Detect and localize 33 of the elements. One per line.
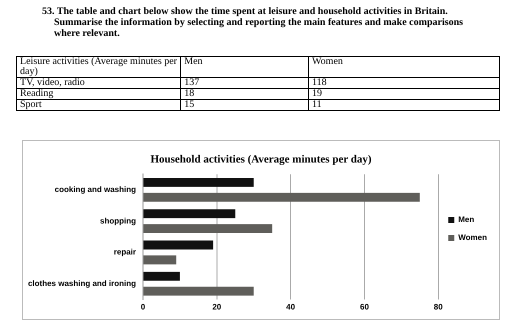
legend-label: Women xyxy=(458,233,488,242)
bar xyxy=(144,272,180,281)
legend-label: Men xyxy=(458,215,474,224)
y-tick-label: shopping xyxy=(100,216,136,226)
data-label: 19 xyxy=(308,88,500,100)
bar xyxy=(144,255,176,264)
text: Women xyxy=(308,56,500,78)
data-label: 118 xyxy=(308,77,500,88)
text: Men xyxy=(180,56,309,78)
category-label: TV, video, radio xyxy=(16,77,181,88)
x-tick-label: 40 xyxy=(286,302,296,312)
bar xyxy=(144,224,272,234)
y-tick-label: cooking and washing xyxy=(54,185,136,194)
data-label: 11 xyxy=(308,99,500,110)
bar xyxy=(144,240,214,250)
text: 53. The table and chart below show the time spent at leisure and household activities in Britain. Summarise the information by selecting and reporting the main features and make comparisons where relevant. xyxy=(42,6,464,39)
chart-title: Household activities (Average minutes per day) xyxy=(150,153,372,166)
y-tick-label: clothes washing and ironing xyxy=(28,278,136,288)
x-tick-label: 80 xyxy=(434,302,444,312)
text: Leisure activities (Average minutes per day) xyxy=(16,56,181,78)
y-tick-label: repair xyxy=(114,248,136,257)
bar xyxy=(144,178,254,187)
bar xyxy=(144,209,236,218)
category-label: Sport xyxy=(16,99,181,110)
category-label: Reading xyxy=(16,88,181,100)
x-tick-label: 60 xyxy=(360,302,370,312)
bar xyxy=(144,286,254,296)
x-tick-label: 20 xyxy=(212,302,222,312)
x-tick-label: 0 xyxy=(140,302,146,312)
data-label: 15 xyxy=(180,99,309,110)
data-label: 137 xyxy=(180,77,309,88)
data-label: 18 xyxy=(180,88,309,100)
bar xyxy=(144,192,420,202)
